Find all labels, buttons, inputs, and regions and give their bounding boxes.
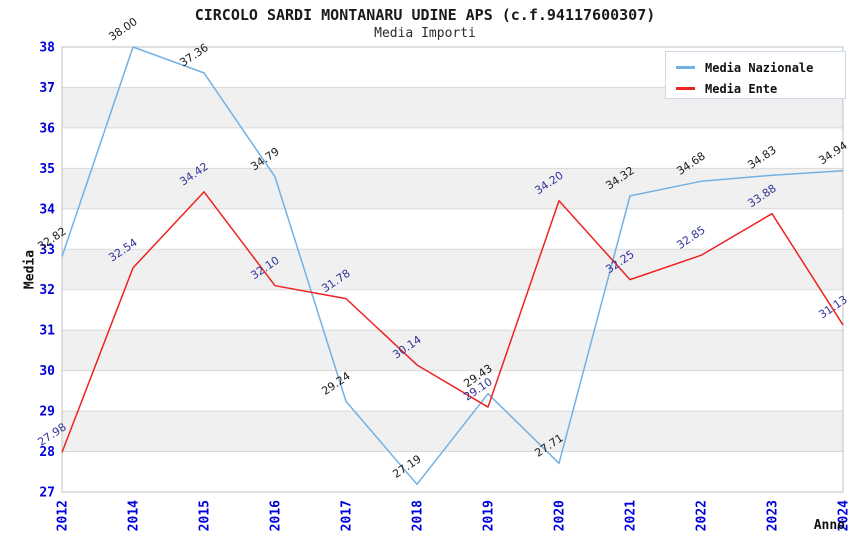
x-tick-label: 2023 bbox=[766, 500, 781, 531]
chart-title: CIRCOLO SARDI MONTANARU UDINE APS (c.f.9… bbox=[194, 6, 656, 24]
y-tick-label: 29 bbox=[39, 405, 55, 420]
legend-item-media-nazionale: Media Nazionale bbox=[666, 57, 845, 78]
x-axis-title: Anno bbox=[813, 518, 845, 533]
legend-line-swatch-blue bbox=[676, 66, 695, 69]
x-tick-label: 2016 bbox=[269, 500, 284, 531]
x-tick-label: 2024 bbox=[837, 500, 850, 531]
legend: Media Nazionale Media Ente bbox=[665, 51, 846, 99]
x-tick-label: 2020 bbox=[553, 500, 568, 531]
point-value-label: 34.83 bbox=[745, 143, 778, 171]
x-tick-label: 2015 bbox=[198, 500, 213, 531]
x-tick-label: 2012 bbox=[56, 500, 71, 531]
plot-border bbox=[61, 46, 844, 493]
plot-band bbox=[62, 330, 843, 371]
legend-line-swatch-red bbox=[676, 87, 695, 90]
y-tick-label: 30 bbox=[39, 364, 55, 379]
point-value-label: 34.94 bbox=[816, 139, 849, 167]
x-tick-label: 2014 bbox=[127, 500, 142, 531]
point-value-label: 37.36 bbox=[177, 41, 210, 69]
y-tick-label: 31 bbox=[39, 324, 55, 339]
y-tick-label: 38 bbox=[39, 41, 55, 56]
legend-label: Media Ente bbox=[705, 81, 778, 96]
y-tick-label: 33 bbox=[39, 243, 55, 258]
y-tick-label: 37 bbox=[39, 81, 55, 96]
point-value-label: 38.00 bbox=[106, 15, 139, 43]
plot-band bbox=[62, 249, 843, 290]
x-tick-label: 2019 bbox=[482, 500, 497, 531]
x-tick-label: 2018 bbox=[411, 500, 426, 531]
y-tick-label: 34 bbox=[39, 202, 55, 217]
x-tick-label: 2017 bbox=[340, 500, 355, 531]
point-value-label: 31.13 bbox=[816, 293, 849, 321]
point-value-label: 27.19 bbox=[390, 452, 423, 480]
point-value-label: 32.85 bbox=[674, 223, 707, 251]
legend-item-media-ente: Media Ente bbox=[666, 78, 845, 99]
series-line-media-nazionale bbox=[61, 46, 844, 486]
y-tick-label: 27 bbox=[39, 486, 55, 501]
y-tick-label: 28 bbox=[39, 445, 55, 460]
y-tick-label: 36 bbox=[39, 121, 55, 136]
chart-subtitle: Media Importi bbox=[374, 26, 476, 41]
legend-label: Media Nazionale bbox=[705, 60, 814, 75]
plot-band bbox=[62, 168, 843, 209]
series-line-media-ente bbox=[61, 191, 844, 453]
y-axis-title: Media bbox=[22, 249, 38, 290]
plot-band bbox=[62, 411, 843, 452]
point-value-label: 29.24 bbox=[319, 369, 352, 397]
x-tick-label: 2021 bbox=[624, 500, 639, 531]
y-tick-label: 32 bbox=[39, 283, 55, 298]
x-tick-label: 2022 bbox=[695, 500, 710, 531]
y-tick-label: 35 bbox=[39, 162, 55, 177]
